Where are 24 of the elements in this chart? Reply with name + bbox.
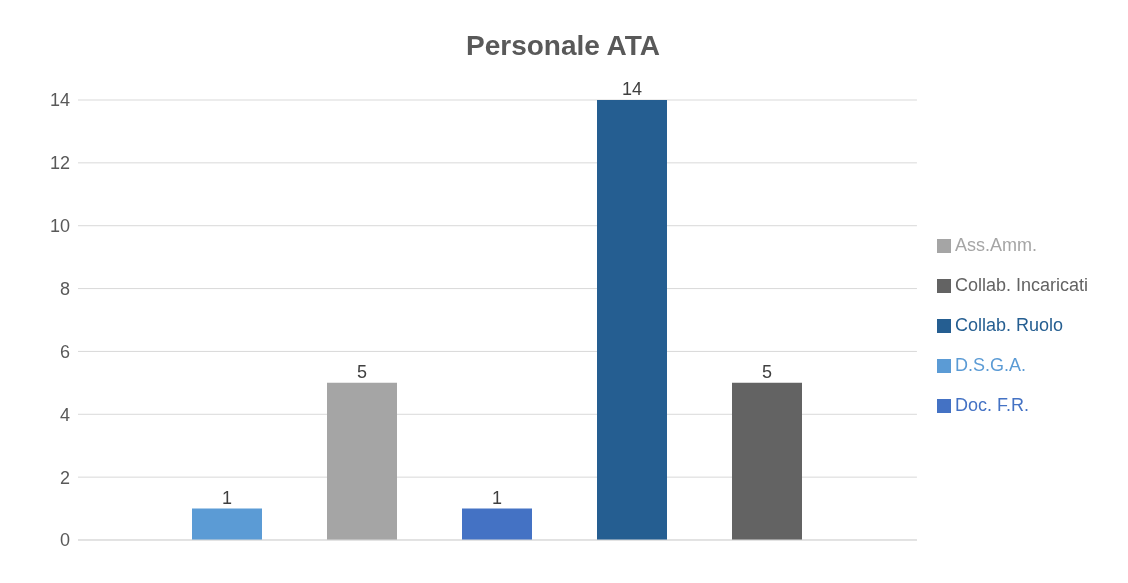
legend-label: Collab. Incaricati	[954, 275, 1088, 295]
data-label: 5	[761, 361, 773, 382]
y-tick-label: 2	[59, 467, 70, 488]
legend-label: Ass.Amm.	[954, 235, 1037, 255]
data-label: 1	[491, 487, 503, 508]
bar	[462, 508, 532, 540]
bar	[597, 100, 667, 540]
y-tick-label: 14	[49, 90, 70, 111]
bar	[732, 382, 802, 540]
bar	[327, 382, 397, 540]
y-tick-label: 10	[49, 216, 70, 237]
y-tick-label: 12	[49, 153, 70, 174]
data-label: 14	[621, 79, 643, 99]
legend-label: Doc. F.R.	[954, 395, 1029, 415]
bar	[192, 508, 262, 540]
data-label: 1	[221, 487, 233, 508]
y-tick-label: 6	[59, 341, 70, 362]
legend-label: D.S.G.A.	[954, 355, 1026, 375]
legend-label: Collab. Ruolo	[954, 315, 1063, 335]
chart-title: Personale ATA	[465, 30, 661, 63]
y-tick-label: 8	[59, 278, 70, 299]
data-label: 5	[356, 361, 368, 382]
y-tick-label: 4	[59, 404, 70, 425]
y-tick-label: 0	[59, 530, 70, 551]
